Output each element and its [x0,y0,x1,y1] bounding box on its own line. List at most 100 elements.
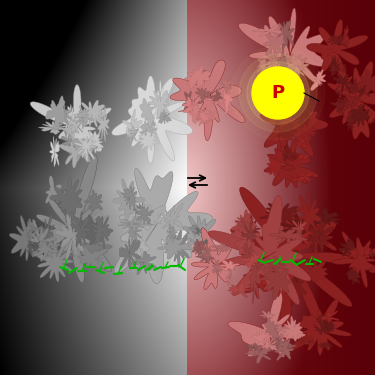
Polygon shape [135,204,166,231]
Polygon shape [260,228,295,252]
Polygon shape [45,176,62,203]
Polygon shape [158,109,171,124]
Polygon shape [212,90,223,101]
Polygon shape [228,292,308,357]
Polygon shape [84,190,102,211]
Polygon shape [285,155,299,167]
Polygon shape [368,251,375,259]
Polygon shape [267,158,283,176]
Polygon shape [226,262,235,275]
Polygon shape [136,205,154,225]
Polygon shape [28,226,38,232]
Polygon shape [264,132,318,188]
Polygon shape [191,226,201,235]
Polygon shape [351,252,357,258]
Polygon shape [38,240,74,282]
Polygon shape [346,78,361,94]
Polygon shape [257,271,287,285]
Polygon shape [330,56,337,76]
Polygon shape [246,246,282,288]
Polygon shape [242,219,256,243]
Polygon shape [341,26,349,49]
Polygon shape [260,201,298,225]
Polygon shape [282,316,303,341]
Polygon shape [190,100,200,124]
Polygon shape [33,155,112,283]
Polygon shape [264,318,278,341]
Polygon shape [27,240,33,256]
Polygon shape [192,239,207,254]
Polygon shape [260,311,275,319]
Polygon shape [59,141,86,168]
Polygon shape [224,90,233,116]
Polygon shape [66,138,98,164]
Polygon shape [338,96,360,110]
Polygon shape [199,244,212,264]
Polygon shape [299,122,318,140]
Polygon shape [184,65,211,90]
Polygon shape [156,91,163,108]
Polygon shape [61,130,74,151]
Polygon shape [240,249,278,269]
Polygon shape [75,105,94,129]
Polygon shape [358,83,371,97]
Polygon shape [276,270,286,293]
Polygon shape [259,235,294,279]
Polygon shape [278,68,290,86]
Polygon shape [231,210,254,239]
Polygon shape [128,220,141,243]
Polygon shape [137,131,159,150]
Polygon shape [269,230,308,244]
Polygon shape [314,320,323,329]
Polygon shape [198,110,216,124]
Polygon shape [257,262,276,288]
Circle shape [239,54,317,132]
Polygon shape [280,164,296,171]
Polygon shape [128,126,137,142]
Polygon shape [284,231,325,244]
Polygon shape [128,226,149,267]
Polygon shape [231,217,260,259]
Polygon shape [274,54,297,83]
Polygon shape [39,214,54,248]
Polygon shape [9,216,49,261]
Polygon shape [278,20,294,50]
Polygon shape [192,233,201,244]
Polygon shape [363,245,374,259]
Polygon shape [284,57,309,84]
Polygon shape [191,228,232,290]
Polygon shape [112,76,193,164]
Polygon shape [336,76,344,100]
Polygon shape [32,246,39,252]
Polygon shape [276,339,294,360]
Polygon shape [90,209,108,252]
Polygon shape [242,242,254,258]
Polygon shape [236,214,252,233]
Polygon shape [63,105,76,139]
Polygon shape [307,20,368,84]
Polygon shape [296,153,310,160]
Polygon shape [260,87,328,158]
Polygon shape [310,69,326,90]
Polygon shape [196,255,215,263]
Polygon shape [182,92,201,118]
Polygon shape [30,85,111,154]
Polygon shape [140,121,157,135]
Polygon shape [147,110,155,127]
Polygon shape [286,121,308,131]
Polygon shape [241,251,264,270]
Polygon shape [331,98,347,117]
Polygon shape [327,62,375,139]
Polygon shape [194,241,205,256]
Polygon shape [267,324,291,332]
Polygon shape [332,232,375,288]
Polygon shape [226,273,234,288]
Polygon shape [26,220,32,238]
Polygon shape [157,238,194,259]
Polygon shape [327,49,345,57]
Polygon shape [148,90,169,118]
Polygon shape [326,35,347,45]
Polygon shape [206,95,226,106]
Polygon shape [228,282,253,298]
Polygon shape [273,324,284,348]
